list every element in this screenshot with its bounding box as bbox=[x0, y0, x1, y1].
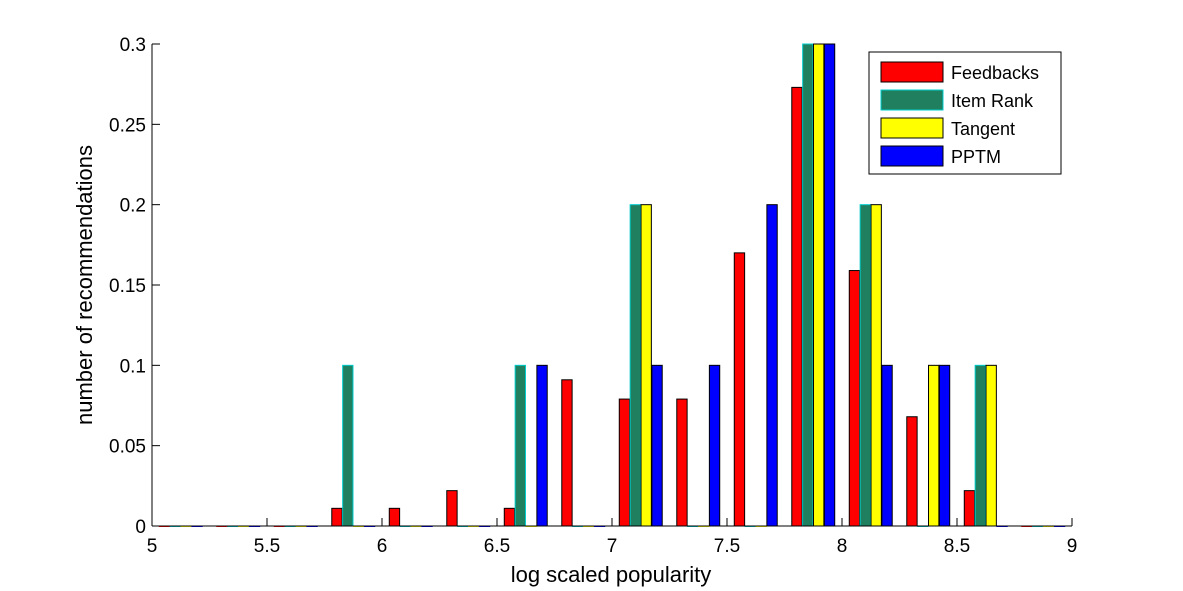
bar-feedbacks-10 bbox=[733, 252, 746, 527]
y-tick-label: 0.1 bbox=[120, 356, 146, 377]
legend-label-item-rank: Item Rank bbox=[951, 91, 1034, 111]
bar-tangent-14 bbox=[985, 364, 997, 527]
bar-item-rank-8 bbox=[629, 204, 641, 527]
x-tick-label: 6 bbox=[377, 536, 388, 557]
bar-pptm-12 bbox=[881, 364, 893, 527]
legend-label-feedbacks: Feedbacks bbox=[951, 63, 1039, 83]
y-tick-label: 0.3 bbox=[120, 35, 146, 56]
bar-feedbacks-11 bbox=[791, 86, 803, 527]
y-axis-label: number of recommendations bbox=[72, 145, 97, 425]
legend: Feedbacks Item Rank Tangent PPTM bbox=[868, 51, 1062, 175]
y-tick-label: 0 bbox=[135, 517, 146, 538]
bar-feedbacks-14 bbox=[963, 490, 976, 527]
legend-swatch-item-rank bbox=[880, 89, 944, 111]
bars-layer bbox=[158, 43, 1066, 527]
bar-item-rank-14 bbox=[974, 364, 986, 527]
bar-feedbacks-6 bbox=[503, 507, 516, 527]
bar-feedbacks-3 bbox=[331, 507, 343, 527]
y-tick-label: 0.25 bbox=[109, 115, 146, 136]
x-axis-label: log scaled popularity bbox=[511, 562, 712, 587]
y-tick-label: 0.15 bbox=[109, 276, 146, 297]
x-tick-label: 7.5 bbox=[714, 536, 740, 557]
bar-feedbacks-5 bbox=[446, 490, 458, 527]
bar-item-rank-6 bbox=[514, 364, 526, 527]
bar-pptm-8 bbox=[651, 364, 663, 527]
bar-tangent-8 bbox=[640, 204, 652, 527]
x-tick-label: 8 bbox=[837, 536, 848, 557]
bar-feedbacks-7 bbox=[561, 379, 573, 527]
bar-feedbacks-8 bbox=[618, 398, 631, 527]
bar-feedbacks-4 bbox=[388, 507, 401, 527]
bar-tangent-12 bbox=[870, 204, 882, 527]
bar-item-rank-11 bbox=[802, 43, 814, 527]
y-tick-label: 0.05 bbox=[109, 437, 146, 458]
x-tick-label: 8.5 bbox=[944, 536, 970, 557]
legend-swatch-tangent bbox=[880, 117, 944, 139]
ticks-layer: 5 5.5 6 6.5 7 7.5 8 8.5 9 0 0.05 0.1 0.15 0.2 0.25 0.3 bbox=[109, 35, 1077, 557]
bar-pptm-10 bbox=[766, 204, 778, 527]
bar-feedbacks-13 bbox=[906, 416, 918, 527]
x-tick-label: 5.5 bbox=[254, 536, 280, 557]
bar-item-rank-3 bbox=[342, 364, 354, 527]
legend-label-pptm: PPTM bbox=[951, 147, 1001, 167]
bar-pptm-13 bbox=[938, 364, 951, 527]
x-tick-label: 7 bbox=[607, 536, 618, 557]
x-tick-label: 5 bbox=[147, 536, 158, 557]
legend-swatch-pptm bbox=[880, 145, 944, 167]
bar-pptm-6 bbox=[536, 364, 548, 527]
bar-pptm-9 bbox=[708, 364, 721, 527]
x-tick-label: 9 bbox=[1067, 536, 1078, 557]
bar-tangent-11 bbox=[813, 43, 825, 527]
bar-feedbacks-9 bbox=[676, 398, 688, 527]
y-tick-label: 0.2 bbox=[120, 196, 146, 217]
legend-swatch-feedbacks bbox=[880, 61, 944, 83]
bar-tangent-13 bbox=[928, 364, 940, 527]
bar-feedbacks-12 bbox=[848, 270, 861, 527]
bar-item-rank-12 bbox=[859, 204, 871, 527]
bar-pptm-11 bbox=[823, 43, 836, 527]
legend-label-tangent: Tangent bbox=[951, 119, 1015, 139]
x-tick-label: 6.5 bbox=[484, 536, 510, 557]
